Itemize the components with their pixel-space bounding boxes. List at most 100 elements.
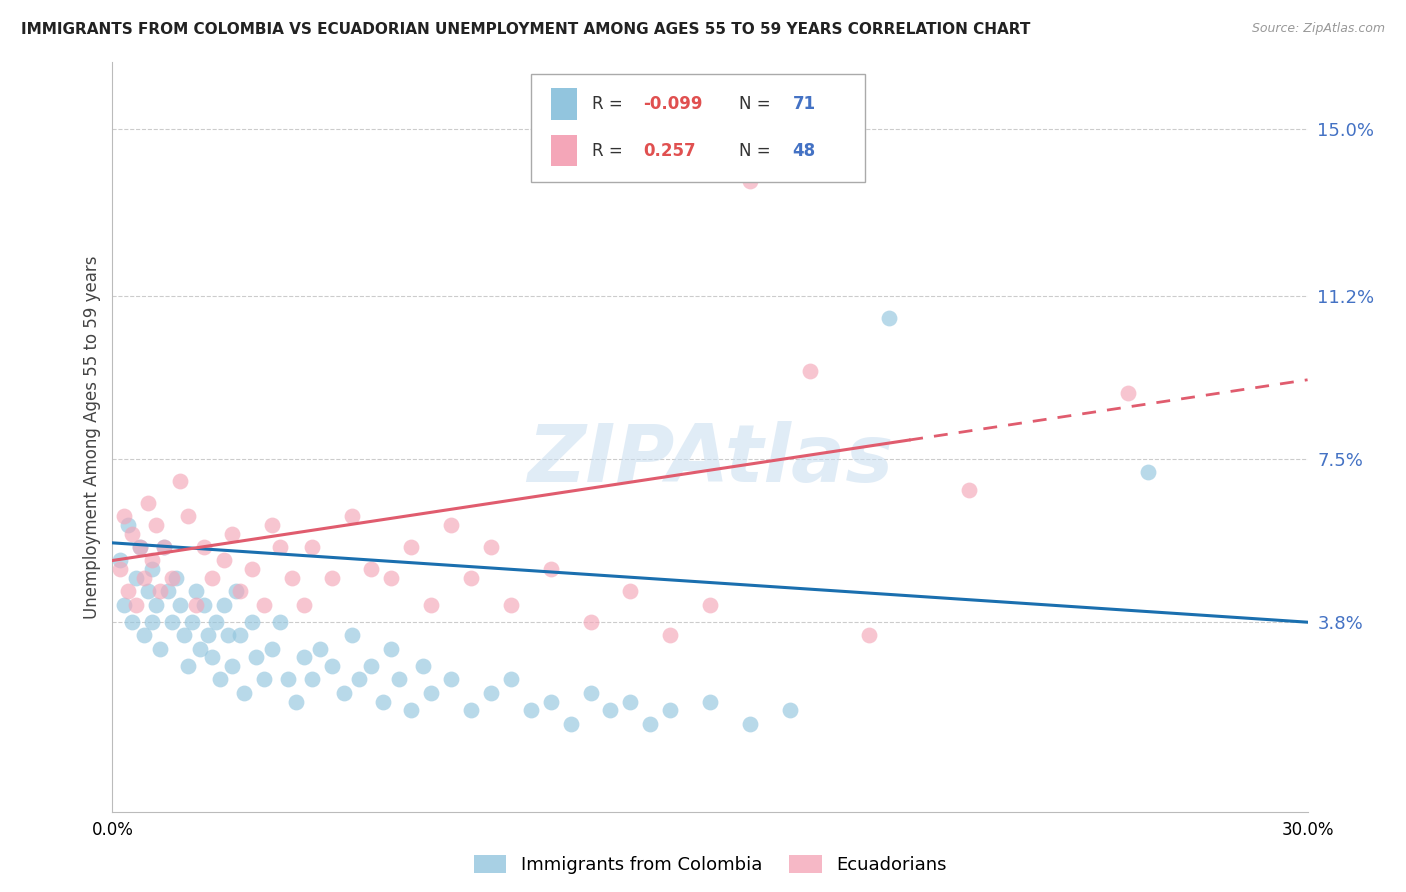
Point bbox=[125, 571, 148, 585]
Point bbox=[117, 584, 139, 599]
Point bbox=[253, 598, 276, 612]
Point bbox=[308, 641, 330, 656]
Point bbox=[110, 562, 132, 576]
Point bbox=[640, 716, 662, 731]
Legend: Immigrants from Colombia, Ecuadorians: Immigrants from Colombia, Ecuadorians bbox=[474, 855, 946, 874]
Point bbox=[201, 650, 224, 665]
Point bbox=[114, 509, 135, 524]
Point bbox=[460, 571, 482, 585]
Point bbox=[579, 686, 602, 700]
Point bbox=[579, 615, 602, 630]
Point bbox=[110, 553, 132, 567]
Point bbox=[149, 641, 172, 656]
Point bbox=[217, 628, 239, 642]
Point bbox=[169, 598, 191, 612]
Point bbox=[619, 584, 641, 599]
Point bbox=[212, 598, 235, 612]
Point bbox=[162, 571, 183, 585]
Point bbox=[301, 541, 323, 555]
Point bbox=[145, 518, 167, 533]
Point bbox=[360, 562, 382, 576]
Point bbox=[121, 615, 143, 630]
Point bbox=[401, 541, 423, 555]
Point bbox=[269, 615, 291, 630]
Point bbox=[221, 659, 243, 673]
Text: ZIPAtlas: ZIPAtlas bbox=[527, 420, 893, 499]
Point bbox=[373, 694, 395, 708]
Point bbox=[240, 615, 263, 630]
Point bbox=[321, 571, 343, 585]
Point bbox=[659, 703, 682, 717]
Point bbox=[420, 598, 443, 612]
Text: 48: 48 bbox=[793, 142, 815, 160]
Point bbox=[173, 628, 195, 642]
Point bbox=[499, 673, 522, 687]
Point bbox=[479, 541, 502, 555]
Point bbox=[292, 598, 315, 612]
Point bbox=[145, 598, 167, 612]
Point bbox=[165, 571, 187, 585]
Point bbox=[162, 615, 183, 630]
Point bbox=[245, 650, 267, 665]
Point bbox=[129, 541, 152, 555]
Text: N =: N = bbox=[738, 95, 776, 113]
Point bbox=[186, 584, 208, 599]
Point bbox=[349, 673, 371, 687]
Point bbox=[188, 641, 211, 656]
Point bbox=[229, 628, 252, 642]
Point bbox=[340, 509, 363, 524]
Point bbox=[141, 562, 163, 576]
Text: 71: 71 bbox=[793, 95, 815, 113]
Text: IMMIGRANTS FROM COLOMBIA VS ECUADORIAN UNEMPLOYMENT AMONG AGES 55 TO 59 YEARS CO: IMMIGRANTS FROM COLOMBIA VS ECUADORIAN U… bbox=[21, 22, 1031, 37]
Point bbox=[699, 598, 721, 612]
Point bbox=[221, 527, 243, 541]
Point bbox=[460, 703, 482, 717]
Point bbox=[134, 571, 156, 585]
Point bbox=[125, 598, 148, 612]
Point bbox=[619, 694, 641, 708]
Text: -0.099: -0.099 bbox=[643, 95, 703, 113]
Point bbox=[957, 483, 980, 497]
Point bbox=[117, 518, 139, 533]
Point bbox=[738, 174, 761, 188]
Point bbox=[301, 673, 323, 687]
Point bbox=[440, 518, 463, 533]
Point bbox=[233, 686, 256, 700]
Point bbox=[879, 311, 901, 326]
Point bbox=[332, 686, 354, 700]
Y-axis label: Unemployment Among Ages 55 to 59 years: Unemployment Among Ages 55 to 59 years bbox=[83, 255, 101, 619]
Text: R =: R = bbox=[592, 95, 627, 113]
Point bbox=[129, 541, 152, 555]
Point bbox=[779, 703, 801, 717]
Point bbox=[540, 562, 562, 576]
FancyBboxPatch shape bbox=[531, 74, 866, 182]
Point bbox=[260, 518, 283, 533]
Bar bbox=[551, 88, 578, 120]
Point bbox=[412, 659, 434, 673]
Point bbox=[799, 364, 821, 378]
Point bbox=[1118, 386, 1140, 401]
Point bbox=[225, 584, 247, 599]
Point bbox=[1137, 466, 1160, 480]
Point bbox=[440, 673, 463, 687]
Point bbox=[321, 659, 343, 673]
Point bbox=[193, 541, 215, 555]
Point bbox=[169, 474, 191, 488]
Point bbox=[141, 553, 163, 567]
Point bbox=[284, 694, 307, 708]
Point bbox=[138, 584, 160, 599]
Point bbox=[292, 650, 315, 665]
Point bbox=[212, 553, 235, 567]
Point bbox=[540, 694, 562, 708]
Point bbox=[269, 541, 291, 555]
Text: 0.257: 0.257 bbox=[643, 142, 696, 160]
Point bbox=[201, 571, 224, 585]
Point bbox=[177, 659, 200, 673]
Point bbox=[149, 584, 172, 599]
Point bbox=[260, 641, 283, 656]
Point bbox=[177, 509, 200, 524]
Point bbox=[360, 659, 382, 673]
Point bbox=[277, 673, 299, 687]
Point bbox=[520, 703, 543, 717]
Point bbox=[114, 598, 135, 612]
